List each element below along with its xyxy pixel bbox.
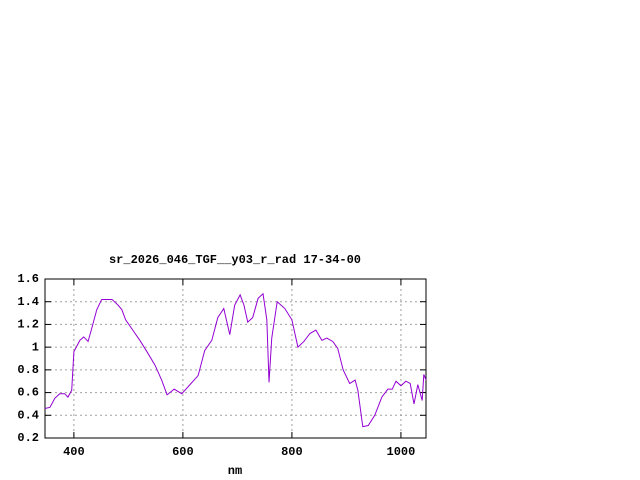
y-tick-label: 1 — [32, 340, 39, 354]
x-tick-label: 800 — [281, 445, 303, 459]
y-tick-label: 1.4 — [17, 295, 39, 309]
x-tick-label: 400 — [63, 445, 85, 459]
x-tick-label: 1000 — [387, 445, 416, 459]
plot-border — [44, 278, 427, 439]
data-line — [44, 292, 427, 428]
x-axis-label: nm — [228, 464, 242, 478]
y-tick-label: 0.8 — [17, 363, 39, 377]
y-tick-label: 1.6 — [17, 272, 39, 286]
x-tick-label: 600 — [172, 445, 194, 459]
y-tick-label: 0.6 — [17, 386, 39, 400]
y-tick-label: 0.2 — [17, 431, 39, 445]
chart-title: sr_2026_046_TGF__y03_r_rad 17-34-00 — [109, 253, 361, 267]
y-tick-label: 1.2 — [17, 318, 39, 332]
y-tick-label: 0.4 — [17, 408, 39, 422]
